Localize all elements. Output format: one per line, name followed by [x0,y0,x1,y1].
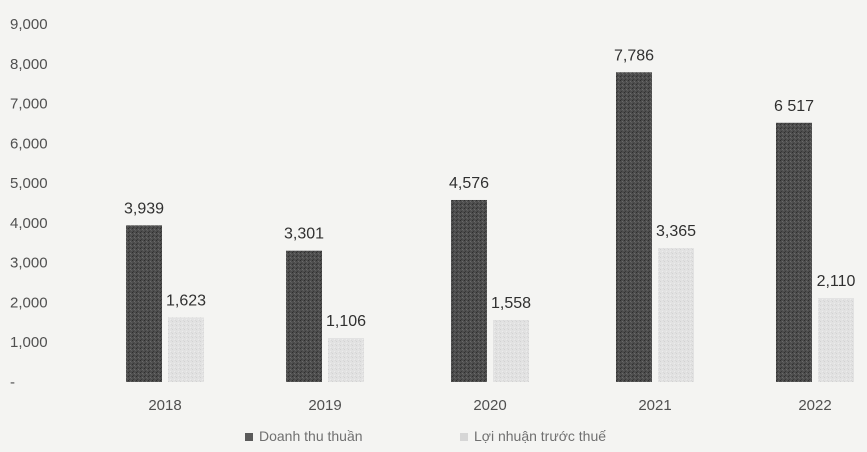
bar-revenue [776,122,812,382]
y-tick-label: 1,000 [10,334,48,351]
data-label-profit: 1,623 [166,292,206,309]
data-labels-group: 3,939 1,623 3,301 1,106 4,576 1,558 7,786 3,365… [124,47,856,330]
legend: Doanh thu thuần Lợi nhuận trước thuế [245,428,606,444]
bar-revenue [451,199,487,382]
x-tick-label: 2018 [148,397,181,414]
bar-profit [493,320,529,382]
bar-profit [328,338,364,382]
bar-profit [658,248,694,382]
legend-swatch-revenue [245,433,253,441]
data-label-revenue: 6 517 [774,98,814,115]
x-tick-label: 2020 [473,397,506,414]
bar-profit [168,317,204,382]
bars-group [126,72,854,382]
y-tick-label: - [10,374,15,391]
bar-revenue [286,250,322,382]
y-tick-label: 8,000 [10,56,48,73]
data-label-profit: 2,110 [817,273,856,290]
y-tick-label: 2,000 [10,294,48,311]
bar-revenue [126,225,162,382]
legend-label-revenue: Doanh thu thuần [259,428,363,444]
legend-swatch-profit [460,433,468,441]
y-tick-label: 3,000 [10,255,48,272]
y-tick-label: 4,000 [10,215,48,232]
x-tick-label: 2021 [638,397,671,414]
y-tick-label: 5,000 [10,175,48,192]
x-axis: 2018 2019 2020 2021 2022 [148,397,831,414]
x-tick-label: 2022 [798,397,831,414]
data-label-revenue: 4,576 [449,175,489,192]
data-label-profit: 1,558 [491,295,531,312]
bar-revenue [616,72,652,382]
y-tick-label: 9,000 [10,16,48,33]
data-label-profit: 1,106 [326,313,366,330]
y-axis: - 1,000 2,000 3,000 4,000 5,000 6,000 7,000 8,00… [10,16,48,391]
x-tick-label: 2019 [308,397,341,414]
data-label-profit: 3,365 [656,223,696,240]
data-label-revenue: 3,939 [124,200,164,217]
y-tick-label: 6,000 [10,135,48,152]
y-tick-label: 7,000 [10,96,48,113]
legend-label-profit: Lợi nhuận trước thuế [474,428,606,444]
data-label-revenue: 7,786 [614,47,654,64]
bar-profit [818,298,854,382]
data-label-revenue: 3,301 [284,226,324,243]
